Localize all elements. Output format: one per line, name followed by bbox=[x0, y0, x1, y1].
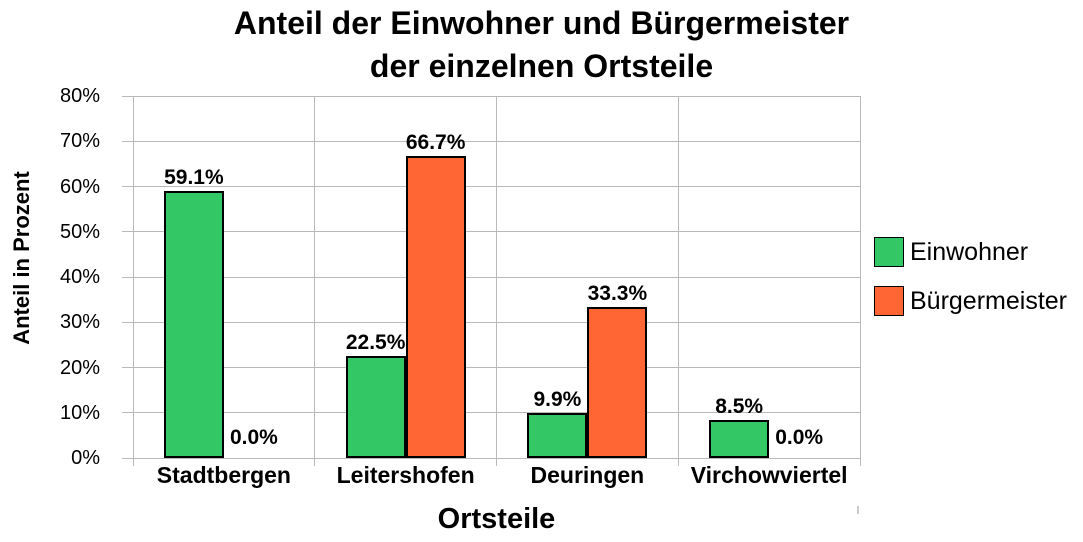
y-tick-label: 40% bbox=[59, 266, 100, 288]
bar-einwohner-stadtbergen bbox=[163, 190, 224, 458]
gridline-h bbox=[122, 95, 860, 97]
y-tick-label: 70% bbox=[59, 130, 100, 153]
gridline-h bbox=[122, 457, 860, 459]
chart-title-line-1: Anteil der Einwohner und Bürgermeister bbox=[233, 5, 850, 41]
bar-value-label-einwohner-stadtbergen: 59.1% bbox=[164, 165, 224, 189]
y-tick-label: 20% bbox=[59, 356, 100, 379]
y-tick-label: 0% bbox=[71, 447, 100, 469]
y-tick-label: 30% bbox=[59, 311, 100, 334]
gridline-h bbox=[122, 186, 860, 187]
gridline-h bbox=[122, 140, 860, 142]
bar-value-label-buergermeister-stadtbergen: 0.0% bbox=[229, 426, 278, 449]
bar-value-label-buergermeister-leitershofen: 66.7% bbox=[405, 131, 466, 155]
y-tick-label: 10% bbox=[59, 401, 100, 424]
y-tick-label: 60% bbox=[59, 175, 100, 198]
gridline-h bbox=[122, 321, 860, 323]
legend-swatch-einwohner bbox=[874, 237, 904, 267]
gridline-v bbox=[496, 96, 497, 466]
gridline-h bbox=[122, 367, 860, 368]
x-category-label: Deuringen bbox=[530, 462, 645, 488]
chart-title: Anteil der Einwohner und Bürgermeister d… bbox=[0, 2, 1083, 88]
legend-label-einwohner: Einwohner bbox=[910, 238, 1029, 266]
bar-value-label-buergermeister-deuringen: 33.3% bbox=[587, 282, 648, 306]
y-tick-label: 50% bbox=[59, 220, 100, 243]
gridline-v bbox=[677, 96, 679, 466]
bar-buergermeister-leitershofen bbox=[405, 156, 466, 458]
gridline-v bbox=[859, 96, 861, 466]
x-category-label: Leitershofen bbox=[336, 462, 475, 488]
gridline-v bbox=[132, 96, 134, 466]
y-tick-label: 80% bbox=[59, 85, 100, 107]
bar-value-label-einwohner-leitershofen: 22.5% bbox=[345, 331, 406, 355]
bar-einwohner-leitershofen bbox=[345, 356, 406, 458]
x-axis-title: Ortsteile bbox=[437, 503, 556, 535]
bar-value-label-einwohner-deuringen: 9.9% bbox=[533, 388, 582, 412]
legend-label-buergermeister: Bürgermeister bbox=[910, 287, 1067, 315]
chart-title-line-2: der einzelnen Ortsteile bbox=[369, 48, 714, 84]
bar-buergermeister-deuringen bbox=[587, 307, 648, 458]
gridline-h bbox=[122, 276, 860, 278]
legend-swatch-buergermeister bbox=[874, 286, 904, 316]
x-category-label: Virchowviertel bbox=[690, 462, 848, 488]
bar-value-label-buergermeister-virchowviertel: 0.0% bbox=[775, 426, 824, 449]
bar-einwohner-deuringen bbox=[527, 413, 588, 458]
gridline-h bbox=[122, 231, 860, 233]
gridline-v bbox=[314, 96, 316, 466]
stray-mark bbox=[857, 506, 859, 514]
bar-einwohner-virchowviertel bbox=[709, 419, 770, 458]
gridline-h bbox=[122, 412, 860, 414]
bar-value-label-einwohner-virchowviertel: 8.5% bbox=[715, 394, 764, 418]
x-category-label: Stadtbergen bbox=[156, 462, 291, 488]
